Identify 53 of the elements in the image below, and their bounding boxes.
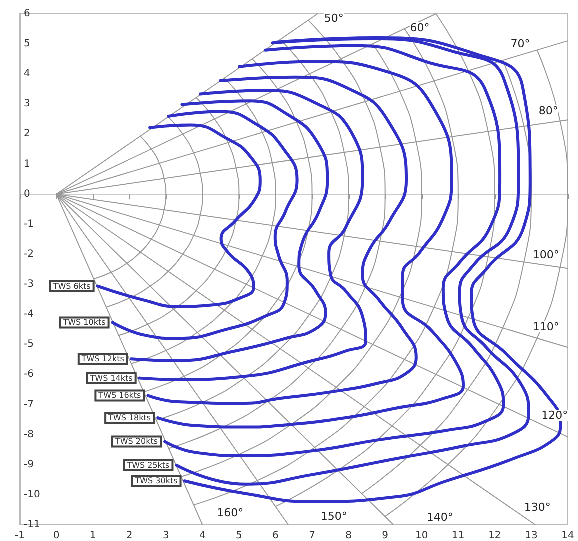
y-tick-label: 3 <box>24 98 30 110</box>
x-tick-label: 13 <box>525 530 538 541</box>
y-tick-label: -10 <box>24 489 40 500</box>
series-label: TWS 18kts <box>108 413 152 422</box>
x-tick-label: 12 <box>488 530 502 541</box>
annotation: 130° <box>524 500 551 514</box>
annotation: 50° <box>324 12 344 26</box>
series-label: TWS 20kts <box>114 437 158 446</box>
y-tick-label: -4 <box>24 309 34 320</box>
annotation: 60° <box>410 21 430 34</box>
y-tick-label: 4 <box>24 68 30 80</box>
series-label: TWS 10kts <box>62 318 106 328</box>
x-tick-label: 9 <box>382 530 389 541</box>
annotation: 110° <box>532 320 560 334</box>
annotation: 150° <box>320 510 348 524</box>
annotation: 70° <box>510 38 530 51</box>
x-tick-label: 11 <box>452 530 465 541</box>
annotation: 100° <box>532 248 560 262</box>
y-tick-label: -5 <box>24 339 34 350</box>
y-tick-label: 0 <box>24 188 30 200</box>
x-tick-label: 1 <box>90 530 96 541</box>
y-tick-label: -6 <box>24 369 34 380</box>
series-label: TWS 30kts <box>134 476 178 486</box>
y-tick-label: -9 <box>24 459 34 470</box>
y-tick-label: 5 <box>24 38 30 50</box>
y-tick-label: 6 <box>24 8 30 20</box>
series-label: TWS 16kts <box>98 391 142 400</box>
x-tick-label: 10 <box>416 530 428 541</box>
y-tick-label: 2 <box>24 128 30 140</box>
series-label: TWS 14kts <box>89 374 133 383</box>
y-tick-label: -2 <box>24 248 34 260</box>
y-tick-label: -3 <box>24 279 34 290</box>
y-tick-label: -7 <box>24 399 34 410</box>
x-tick-label: 0 <box>53 530 60 541</box>
x-tick-label: 3 <box>162 530 170 541</box>
x-tick-label: 4 <box>199 530 206 541</box>
annotation: 140° <box>426 510 454 524</box>
x-tick-label: 2 <box>126 530 133 541</box>
x-tick-label: 6 <box>272 530 279 541</box>
x-tick-label: 7 <box>309 530 316 541</box>
y-tick-label: -1 <box>24 218 34 230</box>
series-label: TWS 25kts <box>126 460 170 470</box>
y-tick-label: 1 <box>24 158 30 170</box>
annotation: 120° <box>542 409 568 422</box>
series-label: TWS 6kts <box>52 282 91 291</box>
x-tick-label: 8 <box>346 530 352 541</box>
series-label: TWS 12kts <box>80 354 124 364</box>
annotation: 160° <box>217 506 244 520</box>
y-tick-label: -8 <box>24 429 34 440</box>
annotation: 80° <box>538 104 558 118</box>
x-tick-label: 14 <box>562 530 574 541</box>
x-tick-label: 5 <box>236 530 242 541</box>
y-tick-label: -11 <box>24 520 40 530</box>
